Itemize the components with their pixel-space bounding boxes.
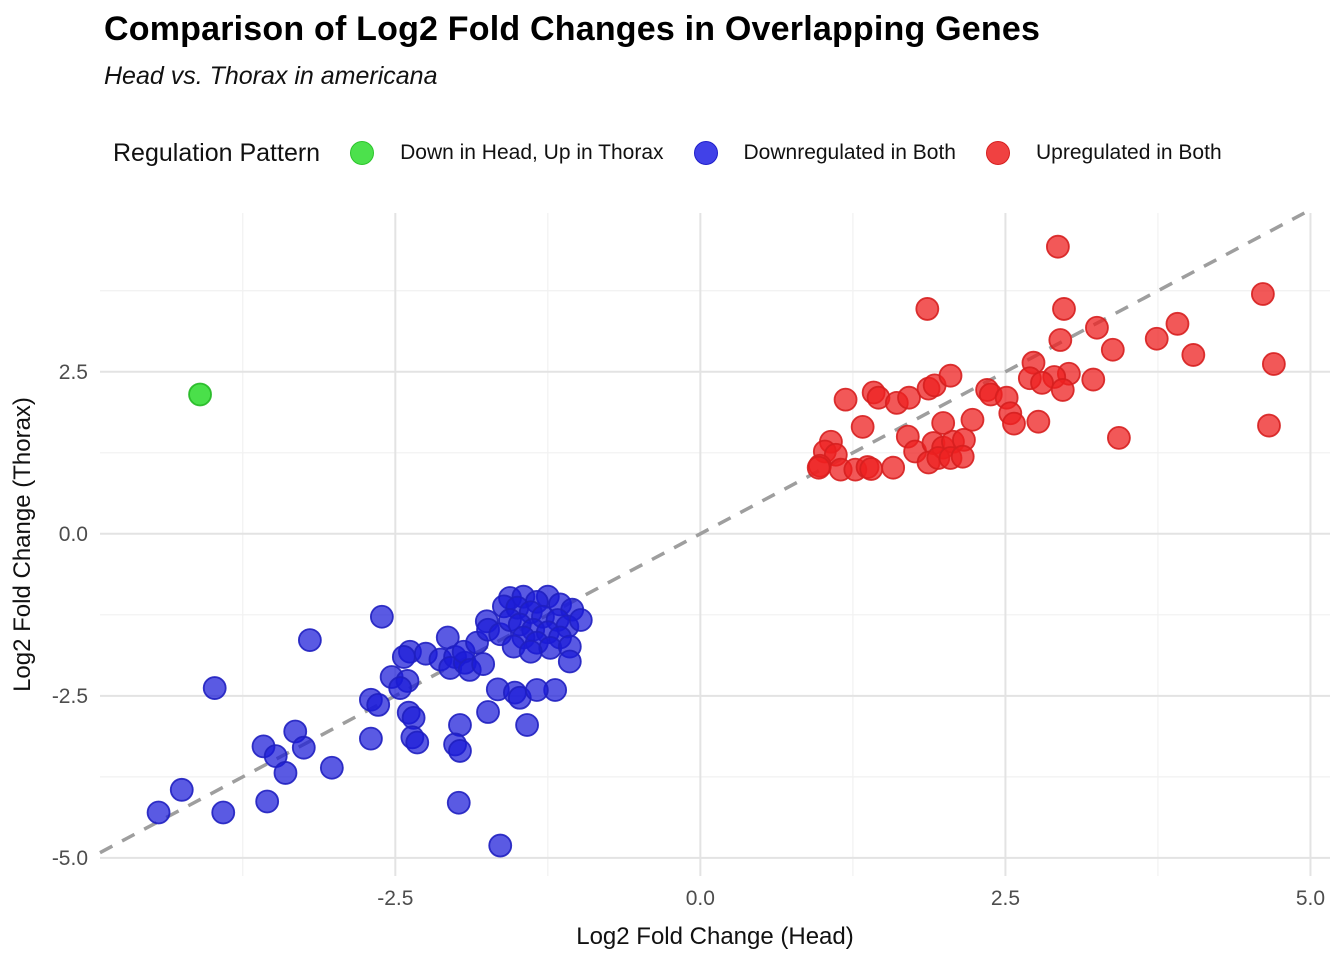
data-point-blue (146, 800, 171, 825)
data-point-blue (391, 645, 416, 669)
data-point-red (1261, 352, 1286, 376)
data-point-red (897, 385, 921, 410)
x-axis-tick-label: 2.5 (991, 887, 1020, 910)
data-point-red (1026, 409, 1051, 434)
y-axis-tick-label: 0.0 (59, 523, 88, 546)
chart-subtitle: Head vs. Thorax in americana (104, 62, 438, 90)
data-point-red (950, 444, 975, 469)
data-point-blue (211, 800, 236, 825)
data-point-blue (405, 730, 430, 755)
data-point-blue (291, 735, 316, 760)
legend-title: Regulation Pattern (113, 138, 321, 167)
legend-item-up_both: Upregulated in Both (986, 141, 1222, 165)
data-point-red (1045, 234, 1070, 259)
data-point-blue (515, 713, 539, 737)
data-point-red (1181, 343, 1206, 367)
y-axis-title: Log2 Fold Change (Thorax) (9, 397, 36, 692)
data-point-red (1250, 282, 1275, 306)
legend-dot-icon (986, 141, 1010, 165)
chart-title: Comparison of Log2 Fold Changes in Overl… (104, 10, 1041, 48)
data-point-blue (202, 676, 227, 700)
data-point-red (915, 297, 940, 321)
legend-item-down_head_up_thorax: Down in Head, Up in Thorax (350, 141, 664, 165)
data-point-red (806, 455, 831, 480)
data-point-blue (297, 628, 322, 652)
data-point-red (1085, 315, 1109, 340)
data-point-red (960, 407, 985, 432)
data-point-blue (388, 676, 413, 700)
data-point-blue (518, 639, 543, 664)
data-point-red (1030, 370, 1054, 395)
x-axis-tick-label: -2.5 (377, 887, 413, 910)
legend-item-label: Upregulated in Both (1036, 141, 1222, 164)
legend-item-down_both: Downregulated in Both (693, 141, 956, 165)
data-point-red (1052, 297, 1076, 321)
x-axis-title: Log2 Fold Change (Head) (576, 923, 854, 950)
data-point-red (931, 411, 956, 435)
x-axis-tick-label: 0.0 (686, 887, 715, 910)
data-point-red (1106, 425, 1131, 450)
data-point-blue (273, 761, 298, 785)
y-axis-tick-label: 2.5 (59, 361, 88, 384)
y-axis-tick-label: -2.5 (52, 685, 88, 708)
data-point-red (938, 363, 963, 388)
legend: Regulation Pattern Down in Head, Up in T… (113, 130, 1252, 176)
data-point-blue (255, 789, 280, 814)
data-point-red (1100, 337, 1125, 362)
data-point-blue (369, 604, 394, 629)
data-point-blue (488, 833, 513, 858)
legend-item-label: Down in Head, Up in Thorax (400, 141, 664, 164)
data-point-blue (471, 652, 496, 676)
data-point-red (881, 455, 906, 480)
data-point-blue (169, 777, 194, 802)
y-axis-tick-label: -5.0 (52, 847, 88, 870)
data-point-red (1165, 311, 1190, 336)
data-point-blue (448, 739, 472, 763)
data-point-red (1048, 328, 1073, 352)
data-point-blue (366, 693, 391, 717)
data-point-red (850, 414, 875, 439)
data-point-red (833, 387, 858, 412)
data-point-red (1257, 413, 1281, 438)
data-point-green (188, 382, 212, 407)
data-point-red (1081, 367, 1106, 392)
data-point-blue (524, 678, 549, 702)
legend-dot-icon (693, 141, 718, 165)
data-point-blue (557, 649, 582, 674)
legend-dot-icon (350, 141, 375, 165)
legend-item-label: Downregulated in Both (743, 141, 956, 164)
data-point-red (1144, 326, 1169, 351)
data-point-blue (448, 713, 472, 737)
data-point-blue (446, 790, 471, 815)
x-axis-tick-label: 5.0 (1296, 887, 1325, 910)
data-point-blue (476, 700, 500, 724)
data-point-red (859, 457, 884, 481)
data-point-blue (568, 608, 593, 632)
data-point-blue (319, 755, 344, 780)
data-point-red (1002, 411, 1026, 436)
data-point-red (1050, 378, 1075, 402)
data-point-blue (358, 726, 383, 751)
